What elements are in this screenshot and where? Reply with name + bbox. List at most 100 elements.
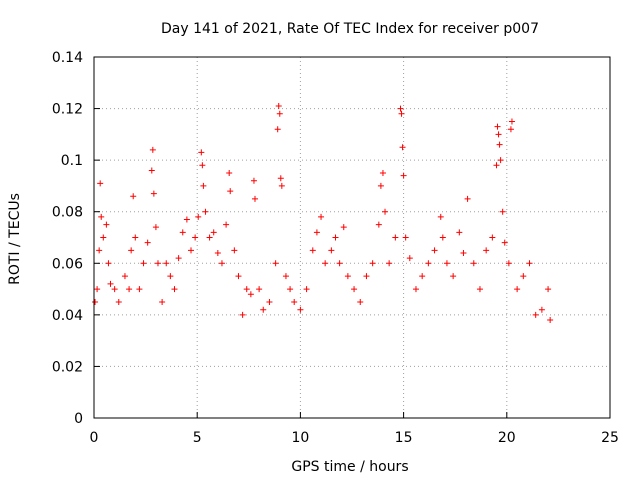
data-point [243,286,250,293]
data-point [464,195,471,202]
data-point [398,110,405,117]
data-point [97,180,104,187]
y-tick-label: 0.1 [61,153,83,169]
data-point [272,260,279,267]
data-point [202,208,209,215]
data-point [200,182,207,189]
data-point [235,273,242,280]
data-point [256,286,263,293]
data-point [508,118,515,125]
data-point [291,298,298,305]
data-point [266,298,273,305]
data-point [443,260,450,267]
data-point [96,247,103,254]
data-point [126,286,133,293]
data-point [167,273,174,280]
grid-lines [94,57,610,418]
x-tick-label: 20 [498,430,516,446]
data-point [332,234,339,241]
data-point [107,280,114,287]
data-point [309,247,316,254]
data-point [532,311,539,318]
data-point [382,208,389,215]
data-point [313,229,320,236]
data-point [392,234,399,241]
data-point [499,208,506,215]
data-point [547,317,554,324]
y-tick-label: 0.14 [52,50,83,66]
data-point [340,224,347,231]
data-point [94,286,101,293]
data-point [412,286,419,293]
data-point [501,239,508,246]
data-point [287,286,294,293]
data-point [192,234,199,241]
x-axis-label: GPS time / hours [291,459,408,475]
data-point [223,221,230,228]
data-point [92,298,99,305]
y-axis-label: ROTI / TECUs [7,193,23,285]
data-point [402,234,409,241]
data-point [318,213,325,220]
data-point [103,221,110,228]
x-axis-ticks: 0 5 10 15 20 25 [90,412,619,446]
data-point [226,170,233,177]
data-point [493,162,500,169]
data-point [239,311,246,318]
data-point [100,234,107,241]
data-point [400,172,407,179]
data-point [437,213,444,220]
data-point [179,229,186,236]
x-tick-label: 15 [395,430,413,446]
x-tick-label: 10 [291,430,309,446]
data-point [136,286,143,293]
data-point [397,105,404,112]
data-point [419,273,426,280]
data-point [450,273,457,280]
data-point [357,298,364,305]
data-point [199,162,206,169]
data-point [163,260,170,267]
y-tick-label: 0.06 [52,256,83,272]
data-point [183,216,190,223]
data-point [497,157,504,164]
data-point [483,247,490,254]
data-point [128,247,135,254]
x-tick-label: 25 [601,430,619,446]
data-point [514,286,521,293]
data-point [148,167,155,174]
data-point [495,131,502,138]
data-point [545,286,552,293]
data-point [431,247,438,254]
data-point [98,213,105,220]
y-tick-label: 0 [74,411,83,427]
data-point [496,141,503,148]
data-point [507,126,514,133]
data-point [274,126,281,133]
data-point [363,273,370,280]
data-point [489,234,496,241]
data-point [344,273,351,280]
data-point [476,286,483,293]
data-point [140,260,147,267]
data-point [159,298,166,305]
data-point [210,229,217,236]
data-point [520,273,527,280]
y-tick-label: 0.02 [52,359,83,375]
data-point [505,260,512,267]
data-point [526,260,533,267]
data-point [275,102,282,109]
data-point [188,247,195,254]
data-point [247,291,254,298]
data-point [218,260,225,267]
data-point [121,273,128,280]
data-point [369,260,376,267]
data-point [303,286,310,293]
data-point [460,249,467,256]
data-point [282,273,289,280]
data-point [130,193,137,200]
chart-title: Day 141 of 2021, Rate Of TEC Index for r… [161,21,539,37]
data-point [439,234,446,241]
data-point [250,177,257,184]
data-point [227,188,234,195]
